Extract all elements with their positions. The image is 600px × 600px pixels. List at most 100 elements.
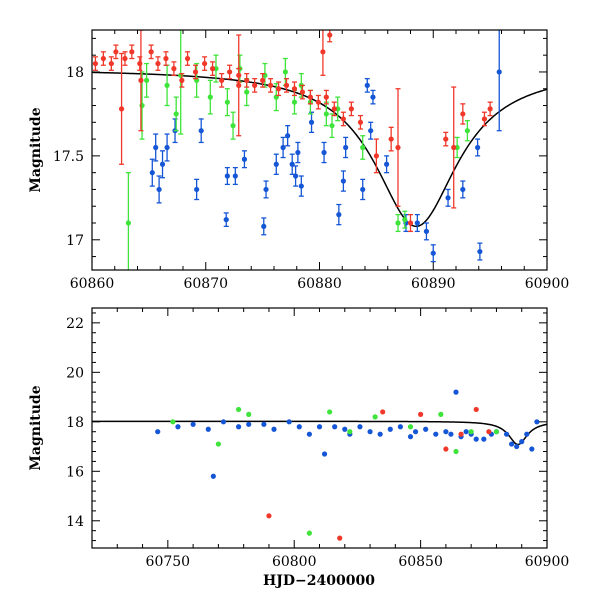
data-point-green <box>402 210 408 229</box>
data-point-red <box>267 78 274 93</box>
data-point-blue <box>271 426 277 432</box>
data-point-red <box>481 111 488 127</box>
data-point-blue <box>443 429 449 435</box>
data-point-blue <box>387 426 393 432</box>
data-point-blue <box>293 165 299 187</box>
data-point-green <box>213 54 219 83</box>
data-point-blue <box>453 389 459 395</box>
data-point-red <box>283 78 290 93</box>
data-point-blue <box>524 431 530 437</box>
data-point-red <box>260 72 266 88</box>
data-point-red <box>348 101 354 117</box>
data-point-red <box>118 52 125 165</box>
x-tick-label: 60750 <box>146 554 191 570</box>
data-point-blue <box>407 434 414 440</box>
data-point-blue <box>236 424 242 430</box>
data-point-blue <box>448 431 454 437</box>
data-point-red <box>179 72 185 88</box>
data-point-red <box>486 429 492 435</box>
data-point-blue <box>534 419 540 425</box>
data-point-red <box>473 406 479 413</box>
y-tick-label: 18 <box>66 415 84 431</box>
data-point-red <box>443 131 449 147</box>
data-point-blue <box>343 136 349 159</box>
data-point-red <box>108 56 114 71</box>
data-point-blue <box>397 424 403 430</box>
y-tick-label: 20 <box>66 365 84 381</box>
data-point-blue <box>205 426 211 432</box>
data-point-blue <box>357 424 363 430</box>
data-point-blue <box>298 175 304 197</box>
data-point-blue <box>164 133 170 162</box>
data-point-red <box>340 111 346 127</box>
data-point-red <box>129 44 135 60</box>
data-point-blue <box>342 426 348 432</box>
top-y-axis-label: Magnitude <box>28 107 44 192</box>
data-point-blue <box>519 439 525 445</box>
data-point-blue <box>175 424 181 430</box>
data-point-blue <box>261 217 267 236</box>
data-point-blue <box>223 212 229 228</box>
data-point-green <box>360 135 366 160</box>
data-point-blue <box>503 431 510 437</box>
data-point-blue <box>261 421 267 427</box>
data-point-blue <box>295 141 301 164</box>
bottom-data-layer <box>92 389 547 541</box>
data-point-blue <box>198 118 204 144</box>
data-point-blue <box>463 429 469 435</box>
x-tick-label: 60900 <box>525 554 570 570</box>
data-point-blue <box>220 419 227 425</box>
data-point-red <box>299 84 306 100</box>
bottom-y-axis-label: Magnitude <box>28 385 44 470</box>
x-tick-label: 60800 <box>272 554 317 570</box>
data-point-blue <box>509 441 515 447</box>
data-point-red <box>227 64 233 80</box>
data-point-green <box>282 57 288 87</box>
data-point-red <box>236 34 242 137</box>
bottom-ticks: 60750 60800 60850 60900 14 16 18 20 22 <box>66 308 569 570</box>
data-point-blue <box>296 424 302 430</box>
bottom-panel: 60750 60800 60850 60900 14 16 18 20 22 Magnitude… <box>28 307 569 589</box>
data-point-blue <box>289 153 295 175</box>
data-point-green <box>395 213 401 233</box>
data-point-green <box>230 111 236 140</box>
data-point-red <box>219 72 225 88</box>
data-point-green <box>246 411 252 417</box>
data-point-blue <box>153 133 159 162</box>
data-point-blue <box>423 426 429 432</box>
data-point-red <box>443 446 449 452</box>
data-point-blue <box>360 178 366 201</box>
data-point-blue <box>460 180 466 199</box>
data-point-blue <box>280 136 286 159</box>
data-point-red <box>266 513 272 519</box>
data-point-blue <box>156 175 162 204</box>
data-point-blue <box>340 170 346 192</box>
top-panel: 60860 60870 60880 60890 60900 17 17.5 18 Magnit… <box>28 29 569 292</box>
data-point-blue <box>273 153 279 175</box>
data-point-red <box>184 51 191 66</box>
data-point-red <box>113 44 119 60</box>
data-point-blue <box>445 188 451 207</box>
data-point-blue <box>473 436 479 442</box>
data-point-blue <box>241 150 248 169</box>
data-point-green <box>170 419 176 425</box>
data-point-red <box>252 78 258 93</box>
data-point-green <box>236 406 242 413</box>
data-point-green <box>453 448 459 455</box>
data-point-blue <box>433 431 439 437</box>
data-point-green <box>173 96 179 132</box>
data-point-blue <box>246 421 252 427</box>
data-point-green <box>372 414 378 420</box>
data-point-red <box>209 61 216 76</box>
data-point-blue <box>367 429 373 435</box>
data-point-red <box>460 103 466 125</box>
data-point-red <box>337 535 343 541</box>
data-point-red <box>137 56 143 71</box>
data-point-red <box>320 30 326 76</box>
data-point-red <box>380 409 386 415</box>
data-point-red <box>92 56 99 71</box>
data-point-blue <box>316 424 323 430</box>
data-point-blue <box>423 222 430 241</box>
data-point-red <box>148 44 154 60</box>
data-point-blue <box>210 473 216 479</box>
